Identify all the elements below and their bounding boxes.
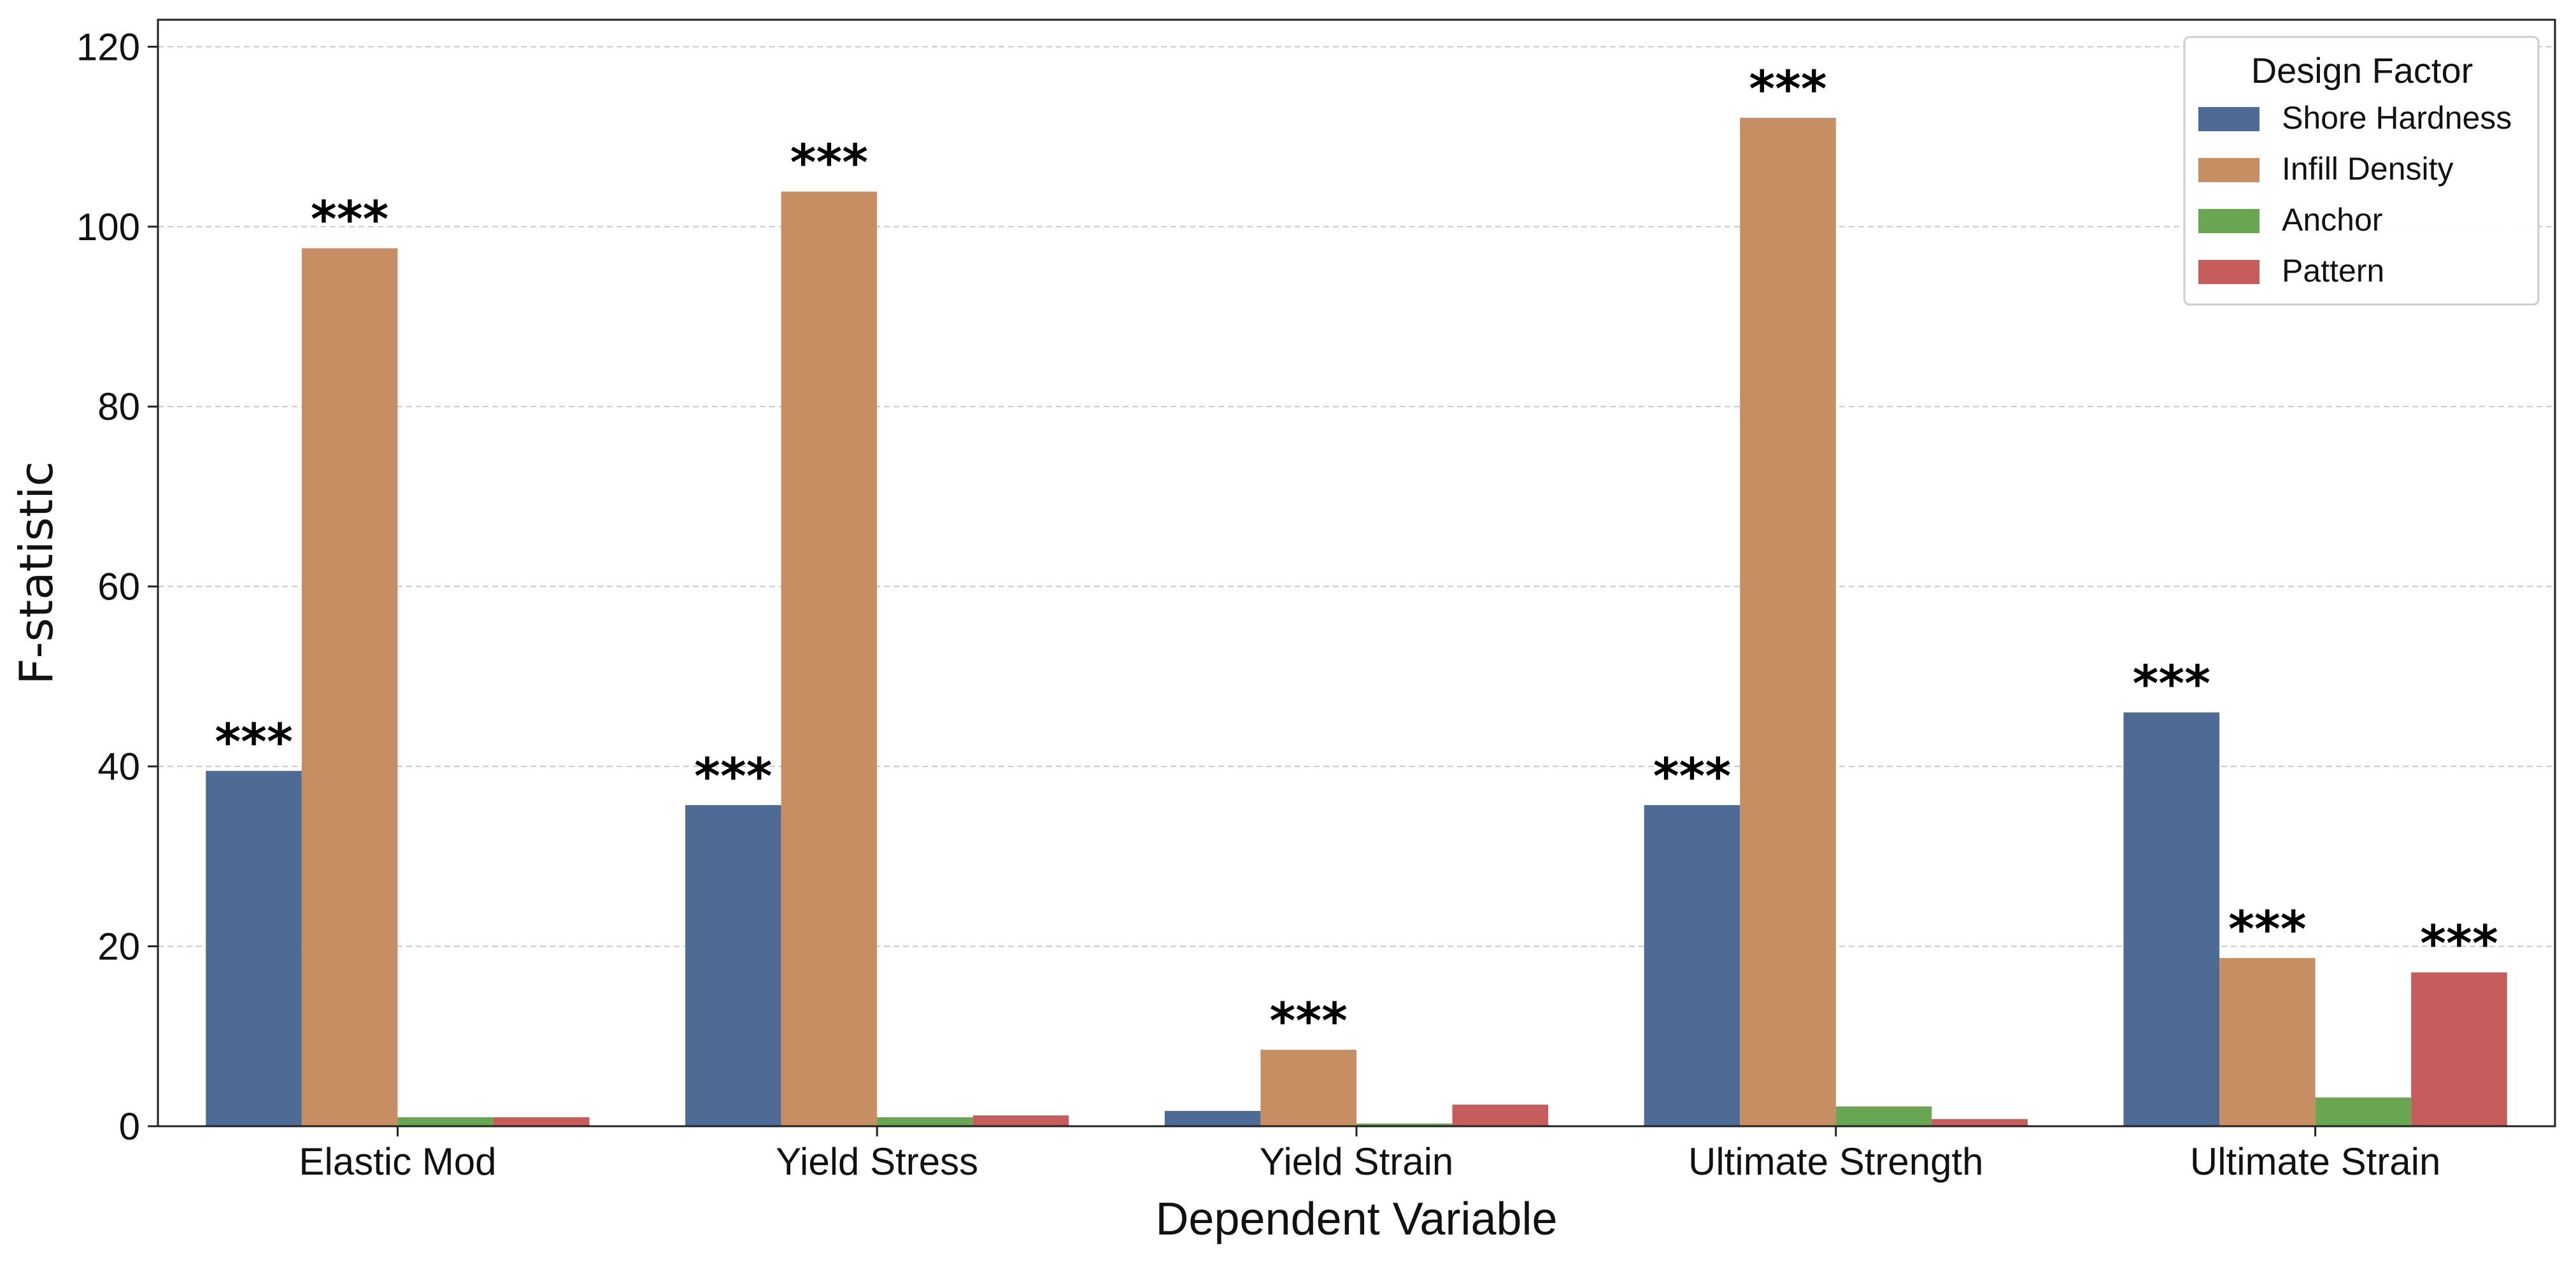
y-tick-label: 120 — [76, 25, 140, 68]
bar-infill-density — [781, 191, 878, 1127]
bar-pattern — [493, 1117, 590, 1126]
y-axis-title: F-statistic — [10, 461, 63, 685]
bar-shore-hardness — [206, 771, 302, 1126]
bar-anchor — [1835, 1106, 1932, 1126]
bar-shore-hardness — [685, 805, 781, 1126]
legend-swatch — [2198, 107, 2259, 131]
y-tick-label: 60 — [97, 566, 140, 608]
significance-label: *** — [2228, 901, 2306, 959]
legend: Design Factor Shore Hardness Infill Densi… — [2183, 36, 2540, 306]
bar-pattern — [972, 1115, 1069, 1126]
bar-shore-hardness — [1644, 805, 1740, 1126]
x-tick-label: Ultimate Strength — [1688, 1140, 1984, 1183]
x-tick-label: Elastic Mod — [299, 1140, 496, 1183]
significance-label: *** — [311, 192, 388, 249]
legend-title: Design Factor — [2251, 50, 2473, 90]
significance-label: *** — [790, 135, 868, 192]
bar-pattern — [1932, 1119, 2028, 1126]
bar-shore-hardness — [2123, 712, 2220, 1126]
x-axis-title: Dependent Variable — [1155, 1194, 1557, 1245]
legend-swatch — [2198, 209, 2259, 233]
significance-label: *** — [215, 714, 292, 771]
bar-anchor — [1356, 1123, 1453, 1126]
x-tick-label: Ultimate Strain — [2190, 1140, 2440, 1183]
bar-shore-hardness — [1164, 1110, 1261, 1126]
significance-label: *** — [2133, 655, 2210, 713]
legend-swatch — [2198, 260, 2259, 284]
legend-box — [2183, 36, 2540, 306]
bar-infill-density — [2219, 957, 2316, 1126]
bar-infill-density — [1260, 1049, 1356, 1126]
bar-pattern — [1452, 1105, 1549, 1126]
bar-anchor — [2315, 1097, 2412, 1126]
legend-label: Infill Density — [2282, 151, 2454, 187]
significance-label: *** — [694, 748, 772, 806]
significance-label: *** — [2420, 916, 2498, 973]
y-tick-label: 40 — [97, 745, 140, 788]
y-tick-label: 80 — [97, 385, 140, 428]
y-tick-label: 0 — [119, 1105, 140, 1148]
significance-labels: *** *** *** *** *** *** *** *** *** *** — [215, 61, 2498, 1050]
bar-infill-density — [1740, 117, 1836, 1126]
bar-pattern — [2411, 972, 2507, 1126]
bars — [206, 117, 2507, 1127]
bar-anchor — [397, 1117, 494, 1126]
legend-label: Shore Hardness — [2282, 100, 2512, 136]
significance-label: *** — [1270, 993, 1348, 1050]
y-axis-ticks: 0 20 40 60 80 100 120 — [76, 25, 158, 1148]
y-tick-label: 20 — [97, 926, 140, 968]
legend-swatch — [2198, 158, 2259, 182]
legend-label: Anchor — [2282, 202, 2382, 238]
bar-anchor — [877, 1117, 973, 1126]
x-axis-ticks: Elastic Mod Yield Stress Yield Strain Ultim… — [299, 1126, 2440, 1183]
x-tick-label: Yield Strain — [1260, 1140, 1454, 1183]
legend-label: Pattern — [2282, 253, 2384, 289]
significance-label: *** — [1653, 748, 1731, 806]
significance-label: *** — [1749, 61, 1826, 118]
y-tick-label: 100 — [76, 206, 140, 248]
x-tick-label: Yield Stress — [776, 1140, 978, 1183]
bar-infill-density — [301, 248, 398, 1127]
